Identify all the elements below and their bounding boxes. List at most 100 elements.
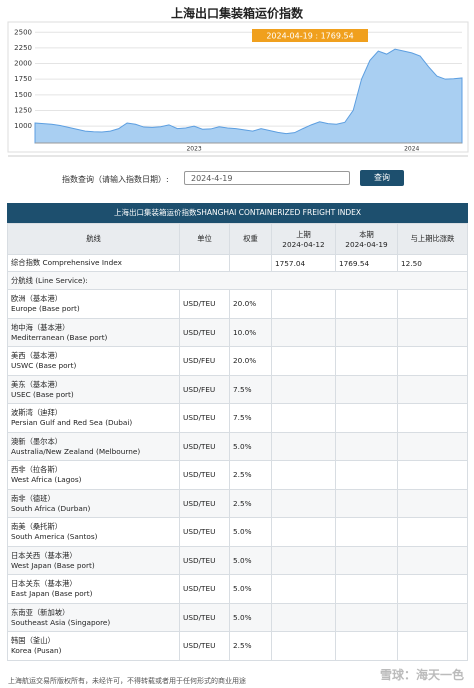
cell-line: West Africa (Lagos) [11, 475, 82, 485]
table-row: 日本关东（基本港） East Japan (Base port) USD/TEU 5.… [7, 574, 468, 604]
table-cell [335, 574, 398, 604]
table-row: 南美（桑托斯） South America (Santos) USD/TEU 5.0% [7, 517, 468, 547]
column-header: 与上期比涨跌 [397, 223, 468, 255]
table-cell [335, 631, 398, 661]
cell-line: 地中海（基本港） [11, 322, 70, 332]
table-cell: 美东（基本港） USEC (Base port) [7, 374, 180, 404]
cell-line: USD/FEU [183, 356, 216, 366]
cell-line: 2.5% [233, 470, 252, 480]
cell-line: East Japan (Base port) [11, 589, 93, 599]
tooltip-box [252, 29, 368, 42]
table-cell: USD/TEU [179, 602, 230, 632]
table-cell: 南非（德班） South Africa (Durban) [7, 488, 180, 518]
table-cell [271, 488, 336, 518]
table-cell: USD/TEU [179, 289, 230, 319]
cell-line: 12.50 [401, 258, 422, 268]
table-cell [335, 431, 398, 461]
cell-line: USD/TEU [183, 555, 216, 565]
table-cell: USD/TEU [179, 460, 230, 490]
tooltip: 2024-04-19 : 1769.54 [266, 32, 353, 41]
header-line: 2024-04-12 [282, 239, 325, 249]
table-title: 上海出口集装箱运价指数SHANGHAI CONTAINERIZED FREIGH… [7, 203, 468, 223]
footer: 上海航运交易所版权所有，未经许可，不得转载或者用于任何形式的商业用途 [8, 677, 246, 685]
table-cell: 2.5% [229, 460, 272, 490]
table-cell: 东南亚（新加坡） Southeast Asia (Singapore) [7, 602, 180, 632]
table-row: 东南亚（新加坡） Southeast Asia (Singapore) USD/TE… [7, 602, 468, 632]
table-cell [335, 602, 398, 632]
table-cell: 1769.54 [335, 254, 398, 272]
table-row: 综合指数 Comprehensive Index 1757.04 1769.54 12… [7, 254, 468, 272]
table-cell [271, 346, 336, 376]
index-table: 上海出口集装箱运价指数SHANGHAI CONTAINERIZED FREIGH… [7, 203, 468, 661]
table-cell [271, 374, 336, 404]
table-row: 波斯湾（迪拜） Persian Gulf and Red Sea (Dubai) U… [7, 403, 468, 433]
table-cell: 2.5% [229, 488, 272, 518]
table-cell [397, 631, 468, 661]
table-cell: 南美（桑托斯） South America (Santos) [7, 517, 180, 547]
section-cell: 分航线 (Line Service): [7, 271, 468, 290]
cell-line: 1757.04 [275, 258, 306, 268]
column-header: 单位 [179, 223, 230, 255]
table-cell: 5.0% [229, 602, 272, 632]
table-cell: 5.0% [229, 517, 272, 547]
table-cell: 地中海（基本港） Mediterranean (Base port) [7, 317, 180, 347]
cell-line: 5.0% [233, 527, 252, 537]
cell-line: 韩国（釜山） [11, 636, 55, 646]
table-cell [271, 403, 336, 433]
cell-line: 20.0% [233, 299, 257, 309]
cell-line: Mediterranean (Base port) [11, 332, 108, 342]
table-cell: 20.0% [229, 346, 272, 376]
table-cell [271, 545, 336, 575]
cell-line: USD/TEU [183, 641, 216, 651]
date-input[interactable]: 2024-4-19 [184, 171, 350, 185]
header-line: 上期 [296, 229, 311, 239]
table-cell: 澳新（墨尔本） Australia/New Zealand (Melbourne) [7, 431, 180, 461]
table-cell [397, 488, 468, 518]
cell-line: 西非（拉各斯） [11, 465, 63, 475]
cell-line: 2.5% [233, 641, 252, 651]
y-tick-label: 2500 [14, 28, 32, 36]
table-cell: USD/TEU [179, 545, 230, 575]
y-tick-label: 1000 [14, 122, 32, 130]
column-header: 本期 2024-04-19 [335, 223, 398, 255]
table-cell: 5.0% [229, 574, 272, 604]
table-cell [335, 488, 398, 518]
cell-line: Korea (Pusan) [11, 646, 62, 656]
table-row: 欧洲（基本港） Europe (Base port) USD/TEU 20.0% [7, 289, 468, 319]
cell-line: 波斯湾（迪拜） [11, 408, 63, 418]
table-cell [271, 602, 336, 632]
table-cell [271, 431, 336, 461]
y-tick-label: 2250 [14, 44, 32, 52]
cell-line: 7.5% [233, 384, 252, 394]
header-line: 单位 [197, 234, 212, 243]
table-cell: USD/TEU [179, 488, 230, 518]
table-cell [335, 346, 398, 376]
table-cell [397, 403, 468, 433]
cell-line: 综合指数 Comprehensive Index [11, 258, 122, 267]
chart-title: 上海出口集装箱运价指数 [171, 6, 304, 21]
cell-line: USD/FEU [183, 384, 216, 394]
table-cell [271, 317, 336, 347]
cell-line: USD/TEU [183, 584, 216, 594]
table-cell [335, 317, 398, 347]
cell-line: 2.5% [233, 498, 252, 508]
header-line: 航线 [86, 234, 101, 243]
table-cell: 欧洲（基本港） Europe (Base port) [7, 289, 180, 319]
table-cell [397, 460, 468, 490]
cell-line: 7.5% [233, 413, 252, 423]
header-line: 权重 [243, 234, 258, 243]
cell-line: USD/TEU [183, 327, 216, 337]
cell-line: USD/TEU [183, 612, 216, 622]
cell-line: USD/TEU [183, 470, 216, 480]
cell-line: USWC (Base port) [11, 361, 77, 371]
search-bar: 指数查询（请输入指数日期）: 2024-4-19 查询 [0, 168, 474, 190]
cell-line: 1769.54 [339, 258, 370, 268]
table-row: 澳新（墨尔本） Australia/New Zealand (Melbourne)… [7, 431, 468, 461]
cell-line: USEC (Base port) [11, 389, 74, 399]
table-cell [397, 574, 468, 604]
x-tick-label: 2024 [404, 146, 419, 153]
cell-line: 分航线 (Line Service): [11, 275, 88, 285]
cell-line: Europe (Base port) [11, 304, 80, 314]
search-button[interactable]: 查询 [360, 170, 404, 186]
